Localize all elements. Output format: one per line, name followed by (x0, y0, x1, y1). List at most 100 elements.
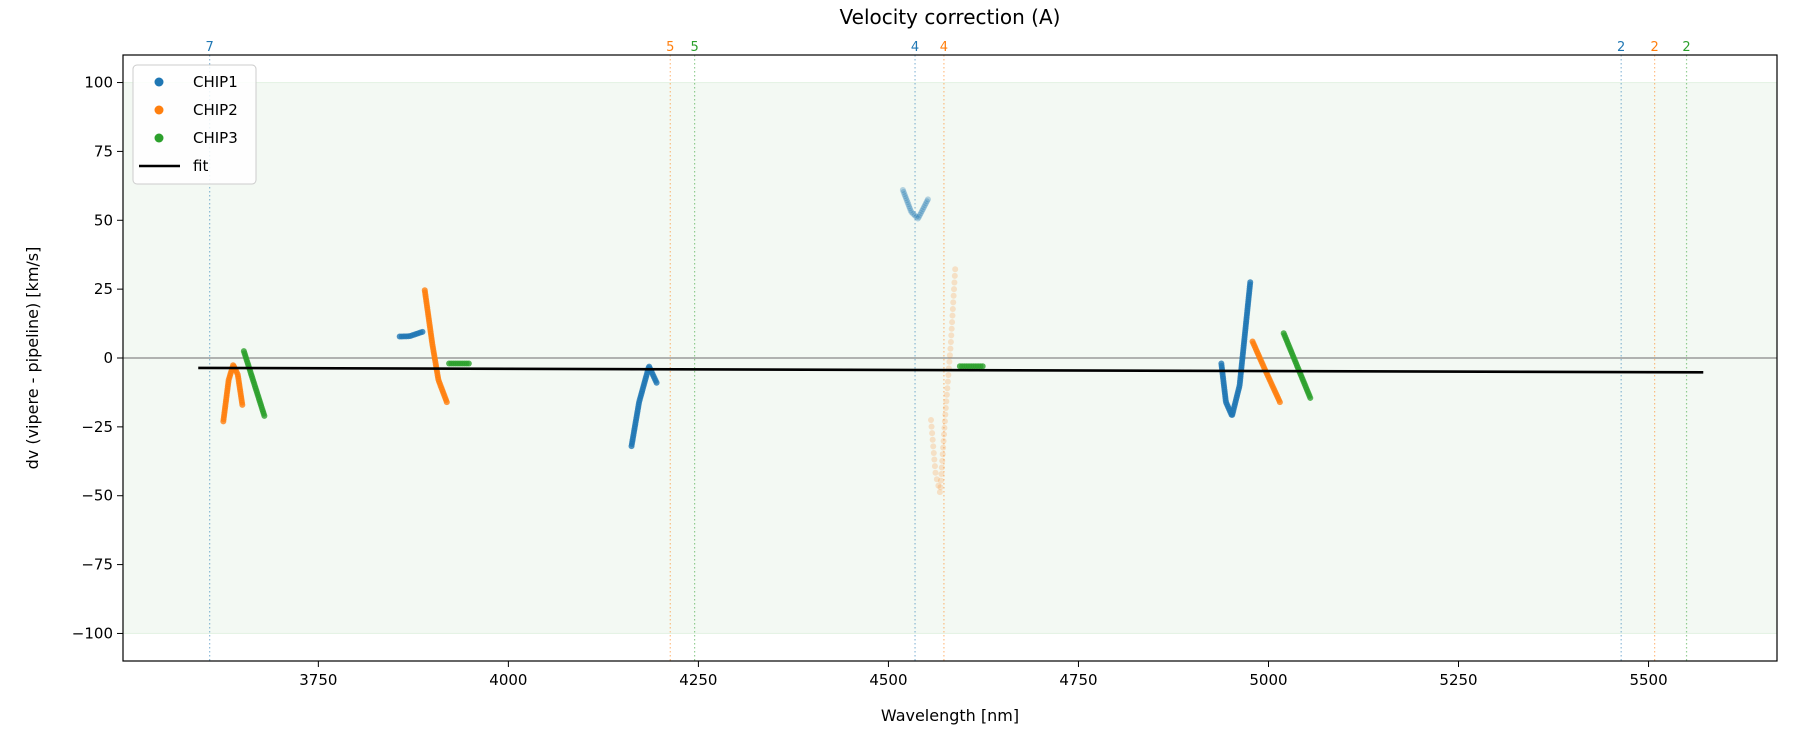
data-point (900, 189, 907, 196)
legend-box (132, 64, 257, 185)
order-marker-label: 2 (1650, 40, 1658, 55)
y-tick-label: 75 (94, 142, 113, 160)
data-point (949, 312, 956, 319)
data-point (951, 279, 958, 286)
x-tick-label: 5500 (1629, 671, 1667, 689)
data-point (931, 463, 938, 470)
x-tick-label: 4750 (1059, 671, 1097, 689)
data-point (1307, 394, 1314, 401)
data-point (948, 332, 955, 339)
data-point (906, 205, 913, 212)
data-point (918, 208, 925, 215)
data-point (905, 201, 912, 208)
data-point (914, 215, 921, 222)
data-point (944, 378, 951, 385)
data-point (419, 328, 426, 335)
data-point (943, 391, 950, 398)
data-point (908, 209, 915, 216)
data-point (927, 416, 934, 423)
x-tick-label: 5000 (1249, 671, 1287, 689)
data-point (947, 345, 954, 352)
legend-marker (154, 133, 164, 143)
data-point (901, 191, 908, 198)
x-tick-label: 4250 (679, 671, 717, 689)
data-point (920, 204, 927, 211)
y-tick-label: 25 (94, 280, 113, 298)
data-point (938, 471, 945, 478)
x-tick-label: 4000 (489, 671, 527, 689)
data-point (917, 209, 924, 216)
data-point (930, 443, 937, 450)
order-marker-label: 7 (206, 40, 214, 55)
order-marker-label: 5 (666, 40, 674, 55)
data-point (941, 431, 948, 438)
data-point (924, 196, 931, 203)
data-point (443, 399, 450, 406)
data-point (907, 207, 914, 214)
data-point (940, 438, 947, 445)
data-point (911, 212, 918, 219)
x-axis-label: Wavelength [nm] (881, 706, 1019, 725)
legend-label: CHIP1 (193, 73, 238, 91)
data-point (979, 363, 986, 370)
data-point (915, 213, 922, 220)
order-marker-label: 4 (940, 40, 948, 55)
data-point (916, 211, 923, 218)
legend-marker (154, 105, 164, 115)
data-point (904, 199, 911, 206)
data-point (939, 457, 946, 464)
data-point (930, 449, 937, 456)
data-point (913, 213, 920, 220)
order-marker-label: 2 (1682, 40, 1690, 55)
order-marker-label: 2 (1617, 40, 1625, 55)
data-point (465, 360, 472, 367)
y-axis-label: dv (vipere - pipeline) [km/s] (23, 247, 42, 470)
data-point (951, 272, 958, 279)
data-point (910, 210, 917, 217)
data-point (923, 198, 930, 205)
data-point (940, 444, 947, 451)
x-tick-label: 5250 (1439, 671, 1477, 689)
data-point (952, 266, 959, 273)
y-tick-label: −50 (81, 487, 113, 505)
data-point (239, 401, 246, 408)
data-point (922, 200, 929, 207)
series-chip3 (240, 330, 1314, 419)
data-point (936, 489, 943, 496)
data-point (950, 299, 957, 306)
data-point (941, 424, 948, 431)
data-point (928, 423, 935, 430)
y-tick-label: −100 (72, 624, 113, 642)
data-point (1276, 399, 1283, 406)
data-point (902, 195, 909, 202)
data-point (933, 476, 940, 483)
y-tick-label: −25 (81, 418, 113, 436)
x-tick-label: 3750 (299, 671, 337, 689)
y-tick-label: 50 (94, 211, 113, 229)
data-point (921, 202, 928, 209)
data-point (951, 286, 958, 293)
data-point (919, 206, 926, 213)
data-point (931, 456, 938, 463)
data-point (939, 451, 946, 458)
data-point (948, 325, 955, 332)
data-point (902, 193, 909, 200)
data-point (945, 372, 952, 379)
data-point (906, 203, 913, 210)
series-chip1 (396, 186, 1254, 450)
order-marker-label: 4 (911, 40, 919, 55)
x-tick-label: 4500 (869, 671, 907, 689)
data-point (937, 484, 944, 491)
data-point (932, 469, 939, 476)
legend-label: fit (193, 157, 208, 175)
y-tick-label: −75 (81, 556, 113, 574)
data-point (903, 197, 910, 204)
legend-label: CHIP3 (193, 129, 238, 147)
fit-line (198, 366, 1704, 374)
order-marker-label: 5 (690, 40, 698, 55)
series-chip2 (220, 266, 1283, 496)
y-tick-label: 100 (84, 74, 113, 92)
y-tick-label: 0 (103, 349, 113, 367)
